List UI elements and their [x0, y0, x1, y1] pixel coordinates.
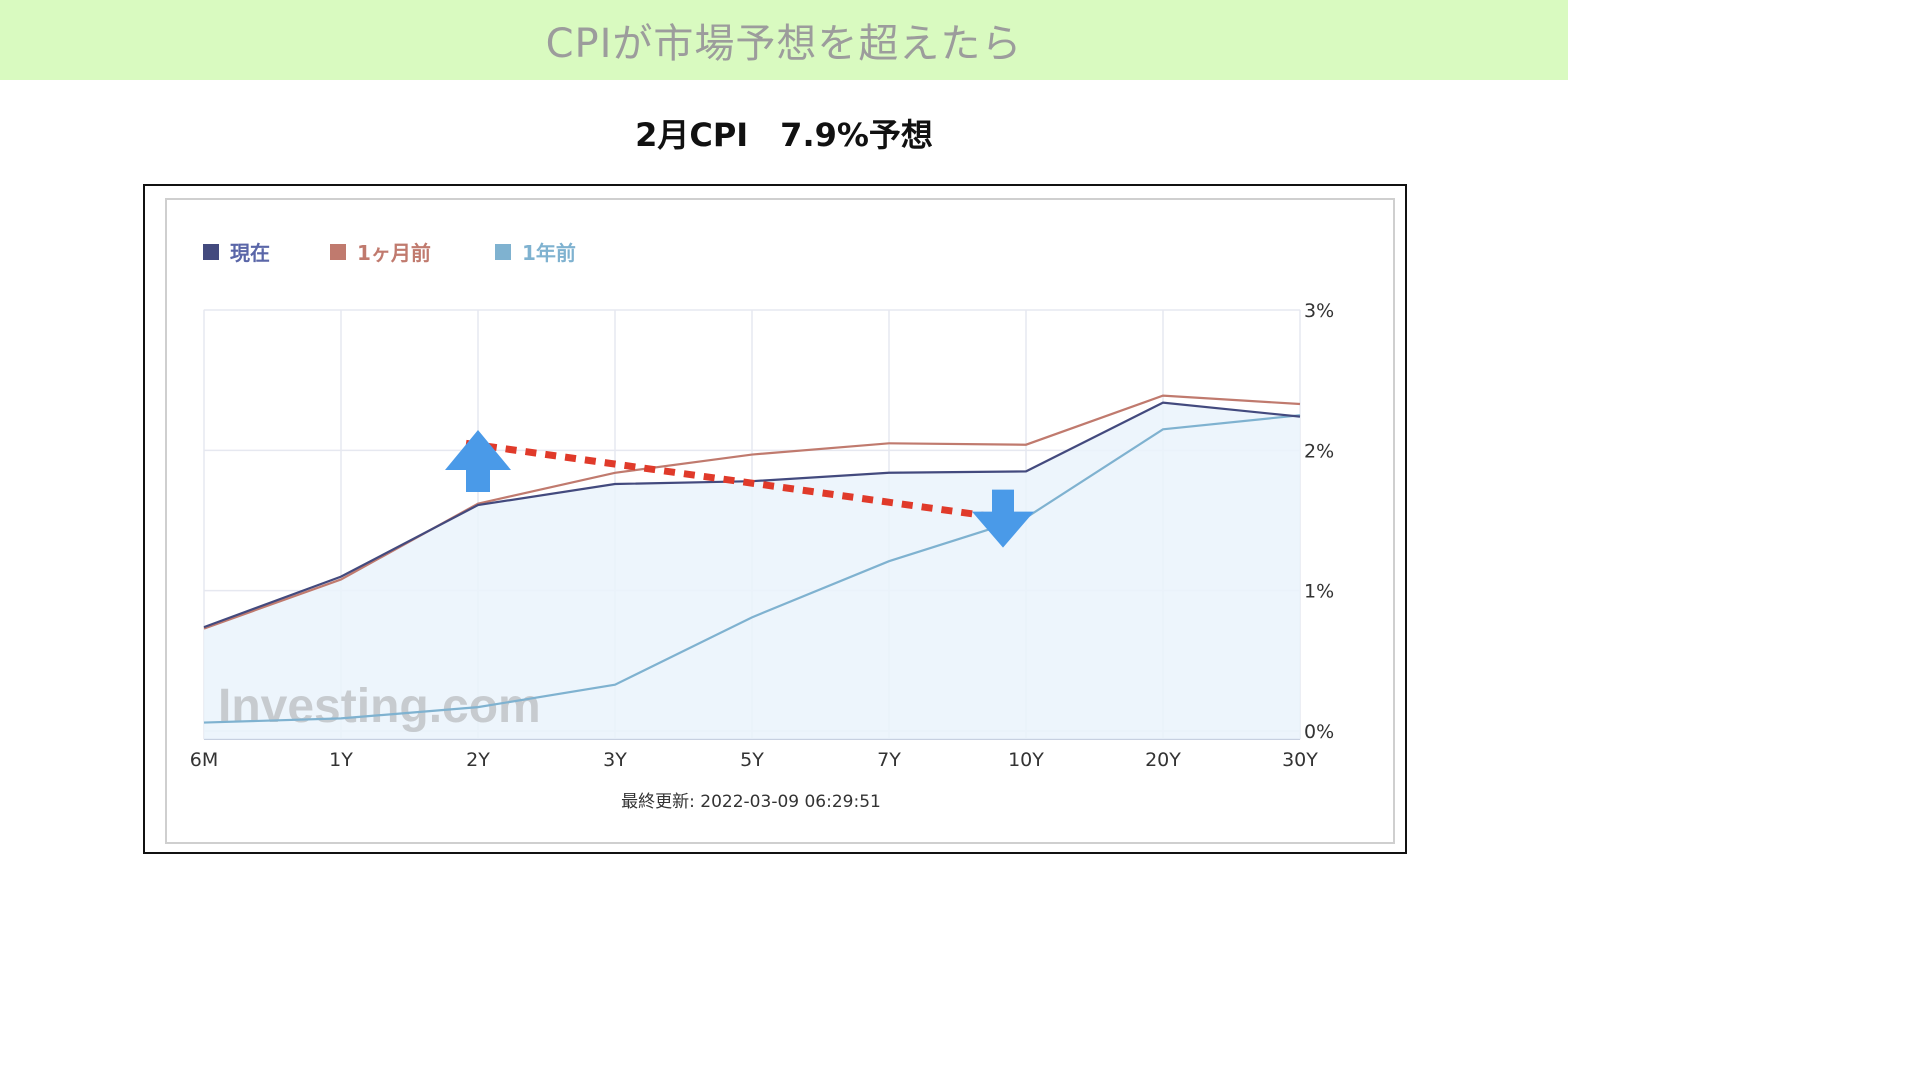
series-line [203, 394, 1301, 630]
chart-inner-frame [165, 198, 1395, 844]
page-title: CPIが市場予想を超えたら [545, 21, 1023, 67]
x-tick-label: 30Y [1282, 749, 1318, 771]
x-tick-label: 6M [190, 749, 218, 771]
watermark-logo: Investing.com [218, 680, 541, 733]
header-band: CPIが市場予想を超えたら [0, 0, 1568, 80]
up-arrow-icon [445, 429, 511, 492]
legend-label: 現在 [230, 241, 270, 265]
last-updated-text: 最終更新: 2022-03-09 06:29:51 [621, 792, 881, 812]
legend-marker [203, 244, 219, 260]
series-area-fill [204, 402, 1300, 739]
y-tick-label: 0% [1304, 721, 1334, 743]
legend-marker [495, 244, 511, 260]
y-tick-label: 2% [1304, 440, 1334, 462]
yield-curve-chart: 0% 1% 2% 3% 6M 1Y 2Y 3Y 5Y 7Y 10Y 20Y 30Y Investing.c… [190, 241, 1334, 812]
trend-dotted-line [465, 439, 1021, 524]
x-tick-label: 1Y [329, 749, 353, 771]
y-tick-label: 3% [1304, 300, 1334, 322]
x-tick-label: 10Y [1008, 749, 1044, 771]
x-tick-label: 7Y [877, 749, 901, 771]
chart-subtitle: 2月CPI 7.9%予想 [635, 116, 933, 154]
series-line [203, 414, 1301, 724]
legend-label: 1年前 [522, 241, 576, 265]
legend-marker [330, 244, 346, 260]
x-tick-label: 5Y [740, 749, 764, 771]
x-tick-label: 20Y [1145, 749, 1181, 771]
legend-label: 1ヶ月前 [357, 241, 431, 265]
y-tick-label: 1% [1304, 581, 1334, 603]
down-arrow-icon [972, 489, 1034, 548]
x-tick-label: 3Y [603, 749, 627, 771]
x-tick-label: 2Y [466, 749, 490, 771]
